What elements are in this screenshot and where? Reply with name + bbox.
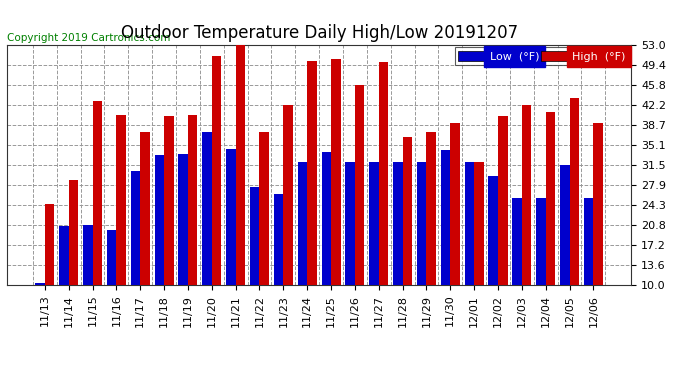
Bar: [489, 176, 498, 285]
Bar: [402, 137, 412, 285]
Bar: [498, 116, 508, 285]
Bar: [164, 116, 174, 285]
Bar: [474, 162, 484, 285]
Bar: [393, 162, 402, 285]
Bar: [188, 115, 197, 285]
Bar: [451, 123, 460, 285]
Bar: [297, 162, 307, 285]
Bar: [513, 198, 522, 285]
Text: Copyright 2019 Cartronics.com: Copyright 2019 Cartronics.com: [7, 33, 170, 43]
Bar: [322, 152, 331, 285]
Bar: [92, 101, 102, 285]
Bar: [250, 188, 259, 285]
Bar: [155, 155, 164, 285]
Legend: Low  (°F), High  (°F): Low (°F), High (°F): [455, 47, 629, 65]
Bar: [346, 162, 355, 285]
Bar: [464, 162, 474, 285]
Bar: [83, 225, 92, 285]
Bar: [379, 62, 388, 285]
Bar: [536, 198, 546, 285]
Bar: [369, 162, 379, 285]
Bar: [259, 132, 269, 285]
Bar: [560, 165, 569, 285]
Bar: [117, 115, 126, 285]
Bar: [417, 162, 426, 285]
Bar: [307, 61, 317, 285]
Bar: [69, 180, 78, 285]
Bar: [331, 59, 341, 285]
Bar: [593, 123, 603, 285]
Bar: [35, 284, 45, 285]
Bar: [426, 132, 436, 285]
Bar: [546, 112, 555, 285]
Bar: [274, 194, 284, 285]
Bar: [130, 171, 140, 285]
Bar: [236, 45, 245, 285]
Bar: [569, 98, 579, 285]
Bar: [107, 230, 117, 285]
Bar: [179, 154, 188, 285]
Bar: [355, 85, 364, 285]
Title: Outdoor Temperature Daily High/Low 20191207: Outdoor Temperature Daily High/Low 20191…: [121, 24, 517, 42]
Bar: [522, 105, 531, 285]
Bar: [59, 226, 69, 285]
Bar: [584, 198, 593, 285]
Bar: [284, 105, 293, 285]
Bar: [212, 56, 221, 285]
Bar: [202, 132, 212, 285]
Bar: [140, 132, 150, 285]
Bar: [45, 204, 55, 285]
Bar: [441, 150, 451, 285]
Bar: [226, 149, 236, 285]
